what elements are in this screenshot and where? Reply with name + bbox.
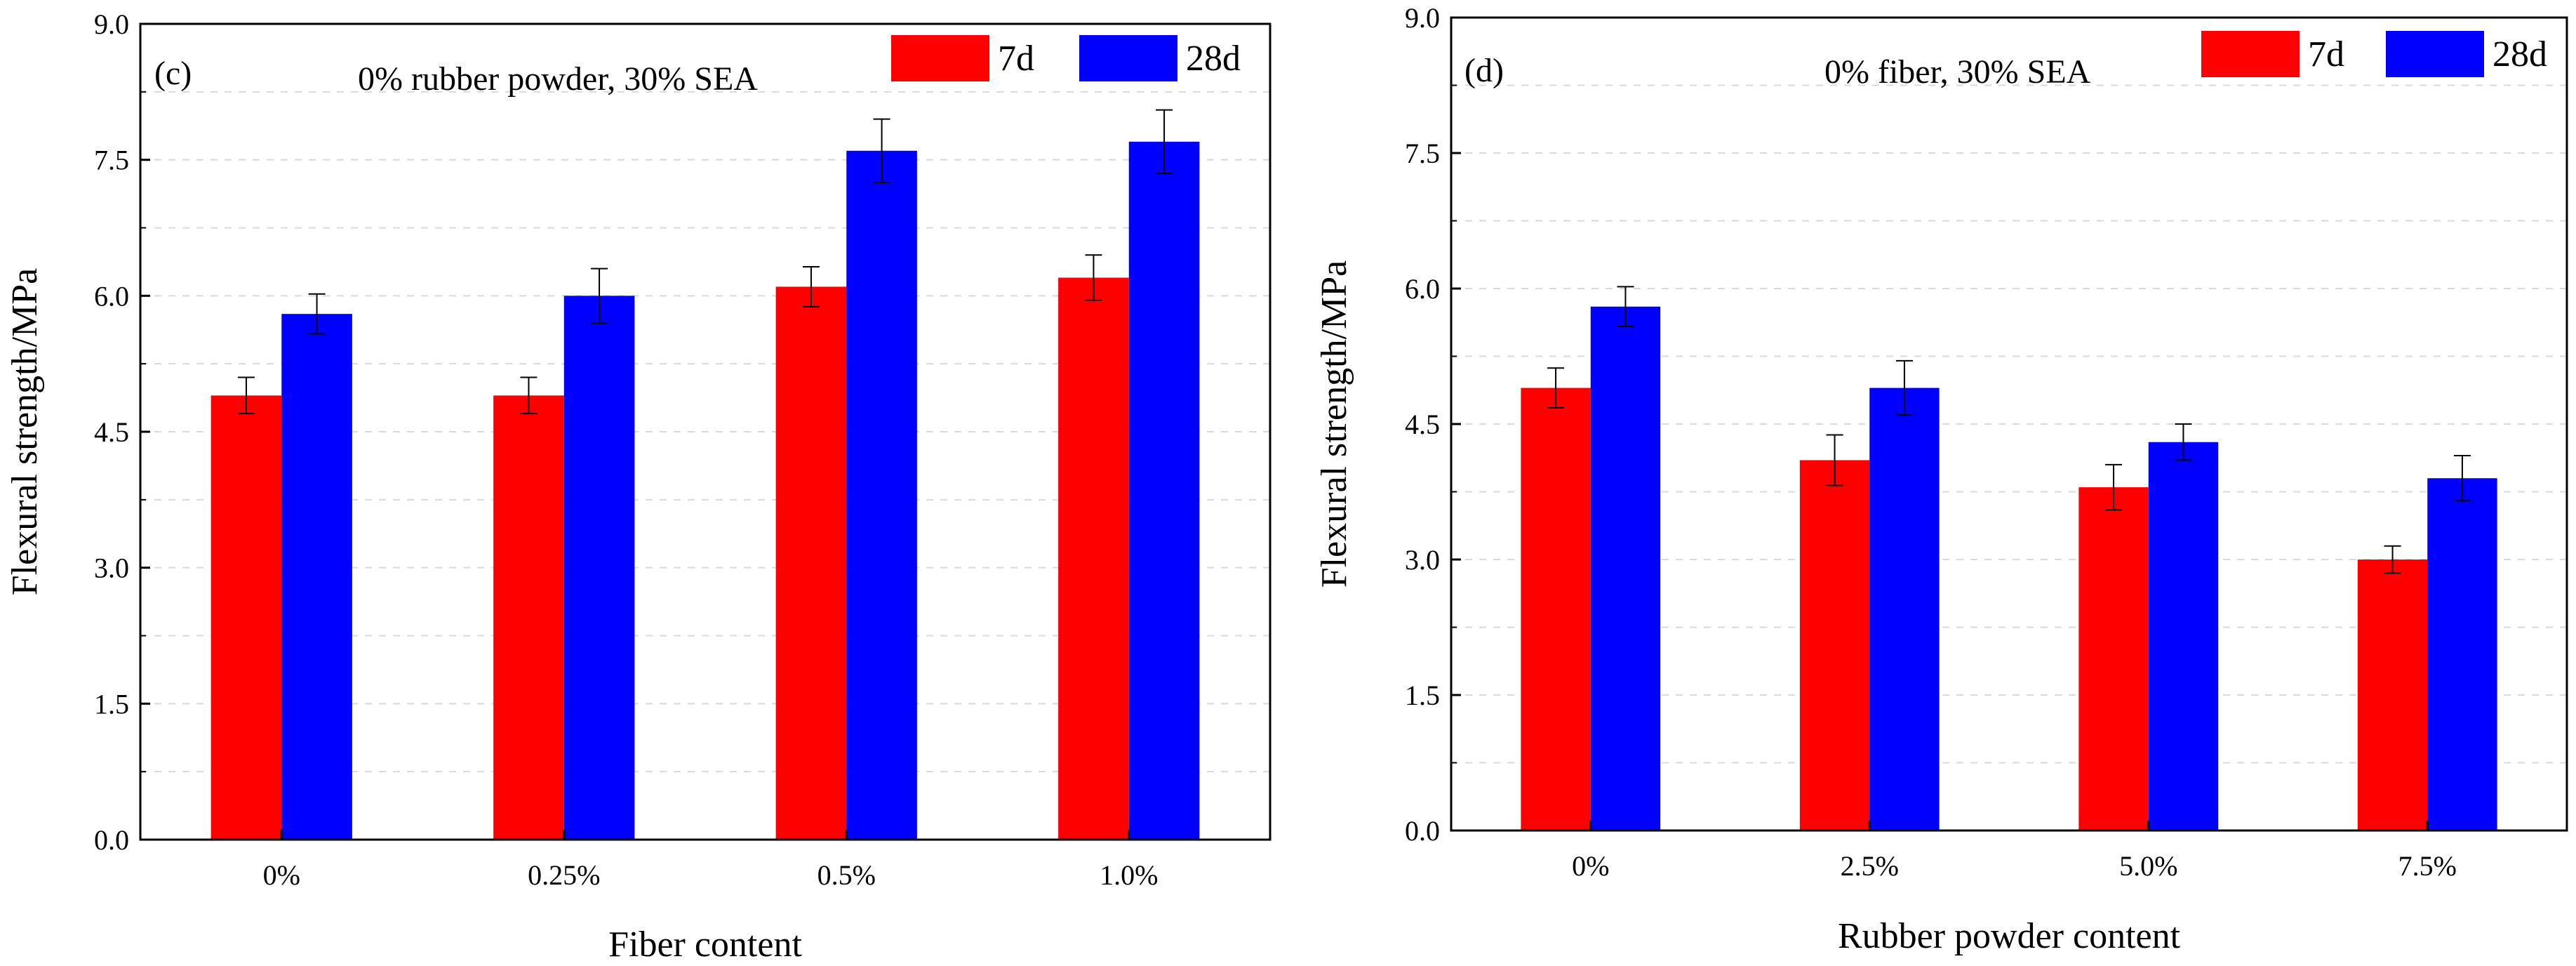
x-axis-title: Fiber content xyxy=(608,925,802,965)
legend-label-28d: 28d xyxy=(2492,34,2547,74)
x-axis-title: Rubber powder content xyxy=(1838,916,2181,956)
bar-28d-2.5% xyxy=(1869,388,1940,831)
x-tick-label: 1.0% xyxy=(1100,859,1158,891)
legend-label-7d: 7d xyxy=(998,39,1034,79)
bar-28d-0% xyxy=(281,314,352,840)
x-tick-label: 0% xyxy=(1572,850,1609,882)
bar-28d-7.5% xyxy=(2427,478,2497,831)
x-tick-label: 0.5% xyxy=(817,859,876,891)
y-tick-label: 0.0 xyxy=(1405,815,1440,847)
legend-label-7d: 7d xyxy=(2308,34,2344,74)
bar-7d-2.5% xyxy=(1799,460,1870,831)
x-tick-label: 5.0% xyxy=(2119,850,2177,882)
y-tick-label: 4.5 xyxy=(94,416,129,448)
bar-28d-0.5% xyxy=(846,150,917,840)
y-tick-label: 4.5 xyxy=(1405,409,1440,440)
y-axis-title: Flexural strength/MPa xyxy=(5,268,45,596)
panel-label: (c) xyxy=(154,55,192,92)
x-tick-label: 2.5% xyxy=(1841,850,1899,882)
y-tick-label: 9.0 xyxy=(94,8,129,40)
y-tick-label: 1.5 xyxy=(94,688,129,720)
legend-swatch-7d xyxy=(891,35,989,81)
panel-d: 0.01.53.04.56.07.59.00% 2.5% 5.0% 7.5% (d) … xyxy=(1314,2,2568,956)
bar-28d-1.0% xyxy=(1128,141,1200,840)
y-tick-label: 3.0 xyxy=(94,553,129,584)
legend-swatch-28d xyxy=(2386,31,2484,77)
x-tick-label: 0% xyxy=(263,859,300,891)
bar-7d-1.0% xyxy=(1058,277,1129,840)
legend: 7d 28d xyxy=(2201,31,2547,77)
bar-7d-0% xyxy=(1521,388,1591,831)
bar-7d-0.25% xyxy=(493,395,564,840)
y-tick-label: 0.0 xyxy=(94,824,129,856)
legend-swatch-7d xyxy=(2201,31,2300,77)
chart-annotation: 0% fiber, 30% SEA xyxy=(1824,53,2091,91)
x-tick-label: 7.5% xyxy=(2398,850,2457,882)
bar-7d-7.5% xyxy=(2357,560,2428,831)
x-tick-label: 0.25% xyxy=(528,859,600,891)
y-tick-label: 7.5 xyxy=(1405,138,1440,169)
y-tick-label: 6.0 xyxy=(1405,273,1440,305)
y-tick-label: 7.5 xyxy=(94,145,129,176)
y-tick-label: 3.0 xyxy=(1405,544,1440,576)
panel-label: (d) xyxy=(1464,52,1504,89)
legend-swatch-28d xyxy=(1079,35,1177,81)
bar-28d-5.0% xyxy=(2148,442,2219,831)
bar-7d-0% xyxy=(211,395,282,840)
y-tick-label: 9.0 xyxy=(1405,2,1440,34)
panel-c: 0.0 1.5 3.0 4.5 6.0 7.5 9.0 0% 0.25% 0.5% 1.0% (c)… xyxy=(5,8,1272,965)
legend: 7d 28d xyxy=(891,35,1241,81)
y-tick-label: 1.5 xyxy=(1405,680,1440,711)
bar-28d-0% xyxy=(1590,306,1661,831)
bar-7d-0.5% xyxy=(775,286,847,840)
chart-annotation: 0% rubber powder, 30% SEA xyxy=(358,60,758,98)
y-tick-label: 6.0 xyxy=(94,280,129,312)
legend-label-28d: 28d xyxy=(1186,39,1241,79)
bar-7d-5.0% xyxy=(2078,487,2149,831)
bar-28d-0.25% xyxy=(563,296,635,840)
y-axis-title: Flexural strength/MPa xyxy=(1314,260,1354,588)
